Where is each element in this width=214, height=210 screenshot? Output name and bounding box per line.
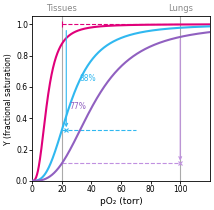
Text: 88%: 88% <box>80 74 96 83</box>
Text: Tissues: Tissues <box>46 4 77 13</box>
X-axis label: pO₂ (torr): pO₂ (torr) <box>100 197 142 206</box>
Text: Lungs: Lungs <box>168 4 193 13</box>
Text: 77%: 77% <box>69 102 86 111</box>
Y-axis label: Y (fractional saturation): Y (fractional saturation) <box>4 53 13 144</box>
